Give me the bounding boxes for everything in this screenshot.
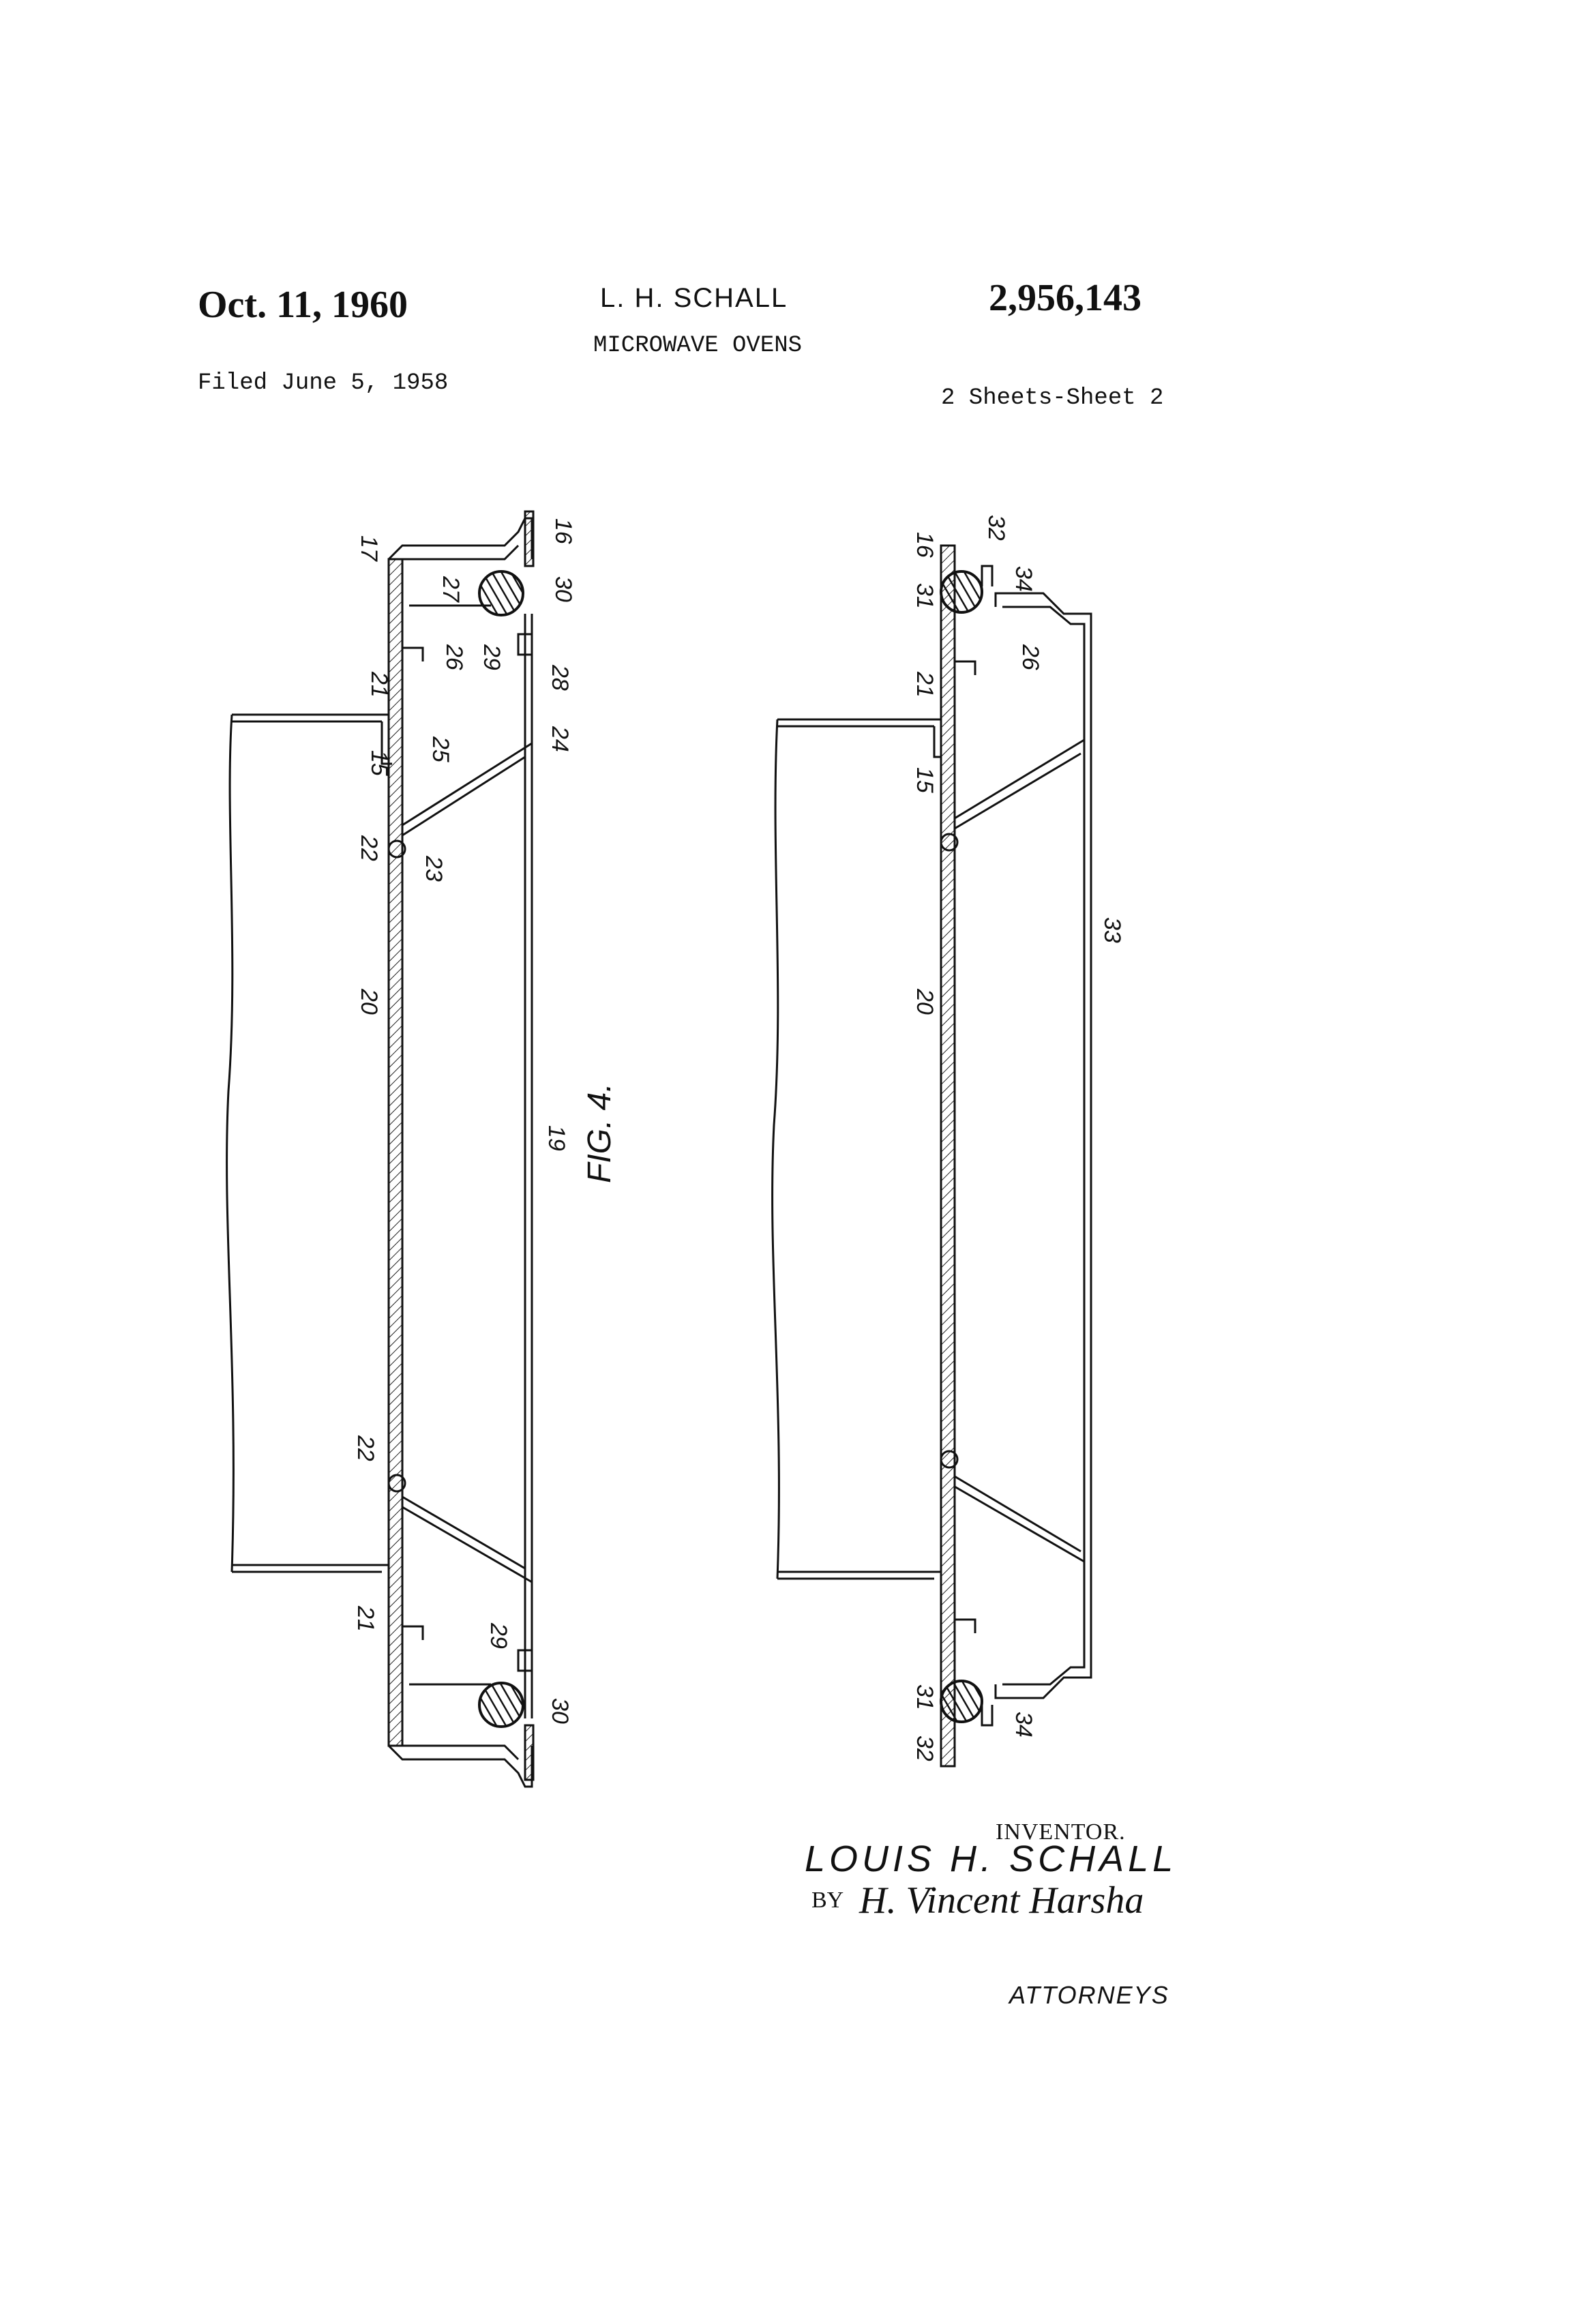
gasket-top-fig3 [478, 570, 524, 616]
ref-label: 26 [441, 644, 467, 670]
figure-4-label: FIG. 4. [582, 1083, 618, 1183]
ref-label: 29 [486, 1622, 511, 1649]
filed-date: Filed June 5, 1958 [198, 370, 449, 396]
ref-label: 22 [356, 835, 382, 861]
attorney-signature: H. Vincent Harsha [859, 1879, 1144, 1922]
ref-label: 31 [912, 1684, 938, 1710]
ref-label: 19 [543, 1125, 569, 1151]
ref-label: 33 [1099, 917, 1125, 943]
patent-number: 2,956,143 [989, 277, 1141, 319]
ref-label: 34 [1011, 566, 1036, 592]
ref-label: 32 [983, 515, 1009, 541]
ref-label: 17 [356, 535, 382, 562]
attorneys-label: ATTORNEYS [1009, 1981, 1169, 2009]
ref-label: 29 [479, 644, 505, 670]
ref-label: 15 [366, 750, 392, 776]
gasket-top-fig4 [940, 570, 983, 614]
ref-label: 15 [912, 767, 938, 793]
ref-label: 16 [550, 518, 576, 544]
patent-title: MICROWAVE OVENS [593, 333, 803, 359]
ref-label: 22 [353, 1435, 378, 1461]
ref-label: 34 [1011, 1712, 1036, 1738]
ref-label: 16 [912, 532, 938, 558]
ref-label: 21 [912, 671, 938, 698]
by-label: BY [811, 1888, 844, 1913]
ref-label: 30 [550, 576, 576, 602]
ref-label: 23 [421, 855, 447, 882]
ref-label: 27 [438, 576, 464, 603]
ref-label: 20 [356, 988, 382, 1015]
ref-label: 21 [353, 1605, 378, 1632]
inventor-label: INVENTOR. [996, 1819, 1126, 1845]
inventor-signature: LOUIS H. SCHALL [805, 1838, 1178, 1879]
sheet-count: 2 Sheets-Sheet 2 [941, 385, 1164, 411]
fig4-reference-numerals: 16 32 31 34 21 26 15 33 20 31 32 34 [912, 515, 1125, 1761]
ref-label: 28 [547, 664, 573, 691]
ref-label: 26 [1017, 644, 1043, 670]
ref-label: 30 [547, 1698, 573, 1724]
inventor-name-header: L. H. SCHALL [600, 283, 788, 313]
ref-label: 24 [547, 726, 573, 752]
figure-4 [771, 544, 1092, 1768]
figure-3 [226, 510, 535, 1788]
ref-label: 20 [912, 988, 938, 1015]
ref-label: 32 [912, 1735, 938, 1761]
patent-date: Oct. 11, 1960 [198, 284, 408, 326]
gasket-bottom-fig4 [940, 1680, 983, 1723]
ref-label: 25 [428, 736, 453, 762]
figure-3-label: FIG. 3. [0, 1107, 4, 1207]
ref-label: 21 [366, 671, 392, 698]
ref-label: 31 [912, 583, 938, 609]
fig3-reference-numerals: 17 16 27 30 26 29 28 21 15 25 24 22 23 2… [353, 518, 576, 1724]
gasket-bottom-fig3 [478, 1682, 524, 1728]
